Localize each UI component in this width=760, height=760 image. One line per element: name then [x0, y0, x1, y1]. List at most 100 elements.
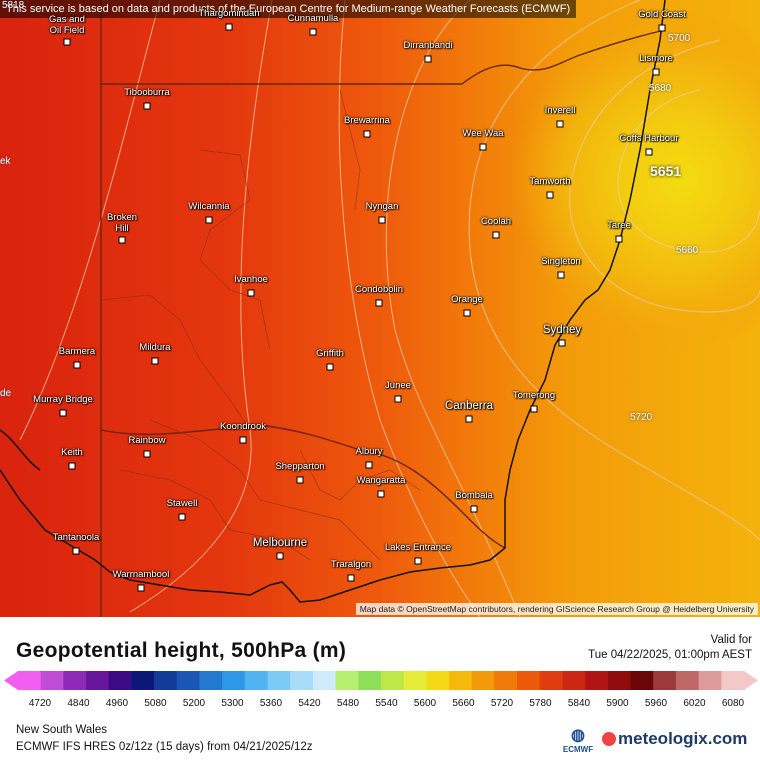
city-marker: [378, 216, 386, 224]
scale-tick-label: 5660: [452, 698, 475, 709]
city-label: Shepparton: [275, 461, 325, 472]
city-label: Melbourne: [252, 537, 308, 549]
city-marker: [309, 28, 317, 36]
city-label-line: Hill: [115, 223, 129, 234]
city-marker: [225, 23, 233, 31]
scale-tick-label: 4720: [28, 698, 52, 709]
city-label-line: Broken: [106, 212, 138, 223]
edge-label-top: ek: [0, 156, 11, 167]
city-marker: [557, 271, 565, 279]
city-label: Broken Hill: [107, 212, 137, 234]
scale-swatch: [562, 671, 586, 690]
scale-swatch: [222, 671, 246, 690]
map-attribution[interactable]: Map data © OpenStreetMap contributors, r…: [355, 603, 758, 615]
city-marker: [615, 235, 623, 243]
city-label-line: Oil Field: [49, 25, 85, 36]
scale-swatch: [698, 671, 722, 690]
city-marker: [205, 216, 213, 224]
city-label: Wangaratta: [356, 475, 406, 486]
contour-label-5720: 5720: [630, 412, 653, 423]
city-marker: [470, 505, 478, 513]
contour-label-5680: 5680: [649, 83, 672, 94]
scale-swatch: [403, 671, 427, 690]
ecmwf-logo-text: ECMWF: [562, 745, 594, 754]
city-label: Junee: [385, 380, 411, 391]
scale-swatch: [585, 671, 609, 690]
city-marker: [424, 55, 432, 63]
city-marker: [63, 38, 71, 46]
scale-swatch: [108, 671, 132, 690]
scale-tick-label: 5960: [644, 698, 668, 709]
scale-tick-label: 5720: [490, 698, 514, 709]
scale-swatch: [154, 671, 178, 690]
scale-swatch: [267, 671, 291, 690]
city-label-line: Gas and: [49, 14, 85, 25]
city-label: Rainbow: [128, 435, 166, 446]
scale-min-arrow: [4, 671, 18, 690]
scale-swatch: [721, 671, 745, 690]
scale-swatch: [653, 671, 677, 690]
city-marker: [645, 148, 653, 156]
city-label: Keith: [61, 447, 83, 458]
city-label: Koondrook: [220, 421, 266, 432]
city-label: Lismore: [639, 53, 673, 64]
city-marker: [143, 450, 151, 458]
scale-swatch: [449, 671, 473, 690]
city-label: Coolah: [480, 216, 512, 227]
contour-label-5700: 5700: [668, 33, 691, 44]
scale-swatch: [86, 671, 110, 690]
scale-tick-label: 5480: [336, 698, 360, 709]
meteologix-brand: meteologix.com: [618, 729, 748, 748]
city-label: Tomerong: [512, 390, 556, 401]
coastline: [0, 0, 666, 603]
city-marker: [414, 557, 422, 565]
city-marker: [546, 191, 554, 199]
scale-tick-label: 6020: [683, 698, 706, 709]
model-info: ECMWF IFS HRES 0z/12z (15 days) from 04/…: [16, 741, 313, 753]
city-marker: [276, 552, 284, 560]
scale-tick-label: 5840: [567, 698, 591, 709]
scale-swatch: [131, 671, 155, 690]
contour-label-5660: 5660: [676, 245, 699, 256]
city-label: Tantanoola: [52, 532, 100, 543]
scale-swatch: [290, 671, 314, 690]
scale-tick-label: 5540: [375, 698, 398, 709]
city-marker: [463, 309, 471, 317]
scale-swatch: [539, 671, 563, 690]
scale-swatch: [199, 671, 223, 690]
city-label: Coffs Harbour: [619, 133, 679, 144]
city-marker: [239, 436, 247, 444]
scale-swatch: [381, 671, 405, 690]
scale-swatch: [471, 671, 495, 690]
city-marker: [479, 143, 487, 151]
valid-label: Valid for: [710, 634, 752, 646]
scale-tick-label: 5300: [221, 698, 244, 709]
city-label: Warrnambool: [112, 569, 170, 580]
city-marker: [326, 363, 334, 371]
scale-swatch: [358, 671, 382, 690]
valid-date: Tue 04/22/2025, 01:00pm AEST: [588, 649, 752, 661]
scale-swatch: [18, 671, 42, 690]
city-label: Wee Waa: [462, 128, 504, 139]
city-marker: [658, 24, 666, 32]
meteologix-logo[interactable]: meteologix.com: [602, 729, 747, 749]
forecast-map[interactable]: This service is based on data and produc…: [0, 0, 760, 617]
scale-swatch: [426, 671, 450, 690]
chart-title: Geopotential height, 500hPa (m): [16, 639, 347, 662]
color-scale: [4, 671, 758, 690]
city-marker: [247, 289, 255, 297]
scale-swatch: [244, 671, 269, 690]
scale-tick-label: 6080: [721, 698, 745, 709]
scale-swatch: [176, 671, 200, 690]
city-label: Ivanhoe: [234, 274, 268, 285]
city-marker: [73, 361, 81, 369]
scale-swatch: [517, 671, 541, 690]
city-marker: [530, 405, 538, 413]
city-marker: [143, 102, 151, 110]
city-label: Nyngan: [365, 201, 399, 212]
city-label: Wilcannia: [188, 201, 230, 212]
city-label: Bombala: [455, 490, 493, 501]
city-marker: [558, 339, 566, 347]
city-label: Canberra: [445, 400, 493, 412]
city-marker: [296, 476, 304, 484]
